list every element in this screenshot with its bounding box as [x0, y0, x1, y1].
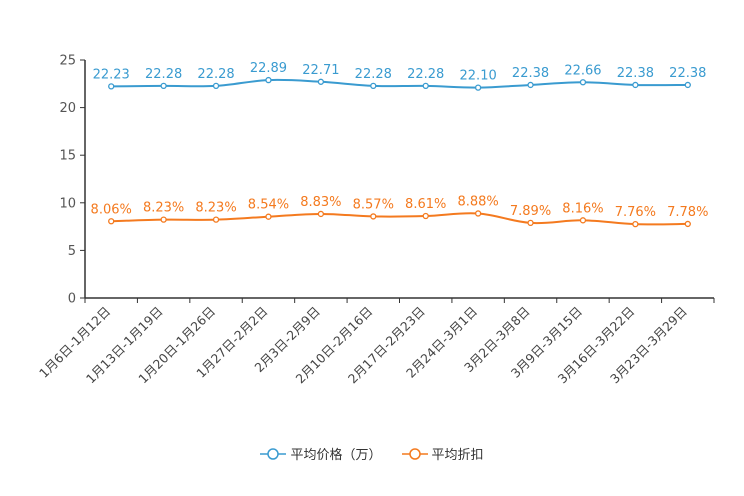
data-label: 22.28	[197, 67, 234, 82]
data-point[interactable]	[527, 81, 534, 89]
data-point[interactable]	[212, 216, 220, 223]
data-label: 7.78%	[667, 205, 708, 220]
y-tick-label: 20	[59, 101, 76, 116]
legend-discount-marker-icon	[401, 447, 428, 460]
data-point[interactable]	[527, 219, 534, 227]
data-point[interactable]	[265, 76, 272, 84]
series-line	[111, 78, 688, 89]
legend-label-discount: 平均折扣	[431, 448, 484, 463]
data-label: 22.28	[145, 67, 182, 82]
data-point[interactable]	[265, 213, 272, 220]
data-label: 8.54%	[248, 198, 289, 213]
data-point[interactable]	[579, 79, 587, 86]
data-point[interactable]	[684, 81, 691, 89]
x-axis: 1月6日-1月12日1月13日-1月19日1月20日-1月26日1月27日-2月…	[36, 297, 715, 386]
series-1: 8.06% 8.23% 8.23% 8.54% 8.83% 8.57% 8.61% 8.88%…	[91, 194, 708, 228]
data-label: 8.23%	[195, 201, 236, 216]
data-label: 8.61%	[405, 197, 446, 212]
data-label: 8.23%	[143, 201, 184, 216]
data-point[interactable]	[317, 78, 325, 85]
legend-item-price[interactable]: 平均价格（万）	[260, 444, 382, 463]
y-tick-label: 0	[68, 292, 76, 307]
data-point[interactable]	[474, 84, 482, 91]
y-tick-label: 5	[68, 244, 76, 259]
data-point[interactable]	[579, 217, 587, 224]
data-point[interactable]	[474, 210, 482, 217]
data-point[interactable]	[108, 218, 115, 225]
series-line	[111, 212, 688, 226]
data-label: 22.89	[250, 61, 287, 76]
data-label: 22.38	[512, 66, 549, 81]
legend-price-marker-icon	[260, 447, 287, 460]
legend: 平均价格（万） 平均折扣	[0, 444, 744, 463]
data-point[interactable]	[160, 216, 167, 223]
data-label: 22.28	[355, 67, 392, 82]
data-point[interactable]	[317, 210, 325, 218]
y-axis: 0 5 10 15 20 25	[59, 54, 86, 307]
data-label: 7.89%	[510, 204, 551, 219]
data-point[interactable]	[422, 212, 429, 220]
y-tick-label: 15	[59, 149, 76, 164]
data-label: 22.38	[617, 66, 654, 81]
data-label: 22.38	[669, 66, 706, 81]
data-label: 8.57%	[353, 197, 394, 212]
series-layer: 22.23 22.28 22.28 22.89 22.71 22.28 22.28 22.10…	[91, 61, 708, 228]
y-tick-label: 25	[59, 54, 76, 69]
data-point[interactable]	[108, 83, 115, 90]
data-label: 8.16%	[562, 201, 603, 216]
data-point[interactable]	[632, 220, 639, 228]
data-label: 22.71	[302, 63, 339, 78]
data-label: 8.88%	[457, 194, 498, 209]
legend-item-discount[interactable]: 平均折扣	[401, 444, 484, 463]
data-label: 22.23	[93, 67, 130, 82]
data-point[interactable]	[212, 82, 220, 90]
series-0: 22.23 22.28 22.28 22.89 22.71 22.28 22.28 22.10…	[93, 61, 706, 91]
y-tick-label: 10	[59, 196, 76, 211]
data-label: 22.28	[407, 67, 444, 82]
data-label: 7.76%	[615, 205, 656, 220]
data-point[interactable]	[370, 213, 377, 220]
data-label: 22.10	[460, 69, 497, 84]
legend-label-price: 平均价格（万）	[290, 448, 382, 463]
data-point[interactable]	[632, 81, 639, 89]
data-label: 22.66	[564, 63, 601, 78]
data-point[interactable]	[160, 82, 167, 90]
data-point[interactable]	[684, 220, 691, 228]
data-point[interactable]	[422, 82, 429, 90]
data-label: 8.06%	[91, 202, 132, 217]
data-point[interactable]	[370, 82, 377, 90]
data-label: 8.83%	[300, 195, 341, 210]
